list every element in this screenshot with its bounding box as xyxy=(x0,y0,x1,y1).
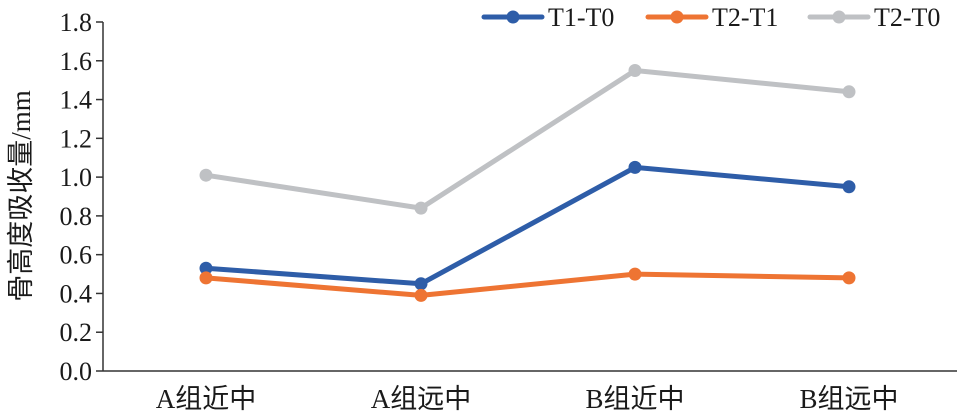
y-tick-label: 0.6 xyxy=(60,241,93,270)
legend-label: T2-T1 xyxy=(712,3,778,32)
series-line xyxy=(203,164,852,287)
legend-marker xyxy=(832,10,846,24)
data-point xyxy=(414,201,428,215)
x-axis-labels: A组近中 A组远中 B组近中 B组远中 xyxy=(156,384,899,414)
legend-marker xyxy=(506,10,520,24)
data-point xyxy=(414,288,428,302)
series-layer xyxy=(199,64,856,302)
y-tick-label: 1.4 xyxy=(60,86,93,115)
data-point xyxy=(842,180,856,194)
data-point xyxy=(199,261,213,275)
series-T2-T0 xyxy=(199,64,856,215)
y-tick-label: 0.0 xyxy=(60,357,93,386)
data-point xyxy=(414,277,428,291)
data-point xyxy=(199,271,213,285)
x-category-label: A组远中 xyxy=(371,384,472,414)
data-point xyxy=(842,85,856,99)
y-tick-label: 1.2 xyxy=(60,124,93,153)
data-point xyxy=(628,64,642,77)
y-tick-label: 0.4 xyxy=(60,279,93,308)
y-tick-label: 0.8 xyxy=(60,202,93,231)
y-axis-ticks: 0.0 0.2 0.4 0.6 0.8 1.0 1.2 1.4 1.6 1.8 xyxy=(60,8,103,386)
series-T2-T1 xyxy=(199,267,856,302)
data-point xyxy=(842,271,856,285)
x-category-label: A组近中 xyxy=(156,384,257,414)
data-point xyxy=(199,168,213,182)
legend-label: T2-T0 xyxy=(874,3,940,32)
legend: T1-T0 T2-T1 T2-T0 xyxy=(481,3,940,32)
y-tick-label: 1.6 xyxy=(60,47,93,76)
legend-marker xyxy=(670,10,684,24)
data-point xyxy=(628,267,642,281)
data-point xyxy=(628,160,642,174)
series-line xyxy=(203,68,852,211)
series-T1-T0 xyxy=(199,160,856,291)
x-category-label: B组远中 xyxy=(799,384,898,414)
legend-item: T1-T0 xyxy=(481,3,614,32)
y-tick-label: 0.2 xyxy=(60,318,93,347)
legend-item: T2-T1 xyxy=(645,3,778,32)
y-tick-label: 1.8 xyxy=(60,8,93,37)
x-category-label: B组近中 xyxy=(585,384,684,414)
series-line xyxy=(203,271,852,298)
legend-item: T2-T0 xyxy=(807,3,940,32)
y-axis-title: 骨高度吸收量/mm xyxy=(6,90,36,302)
y-tick-label: 1.0 xyxy=(60,163,93,192)
legend-label: T1-T0 xyxy=(548,3,614,32)
